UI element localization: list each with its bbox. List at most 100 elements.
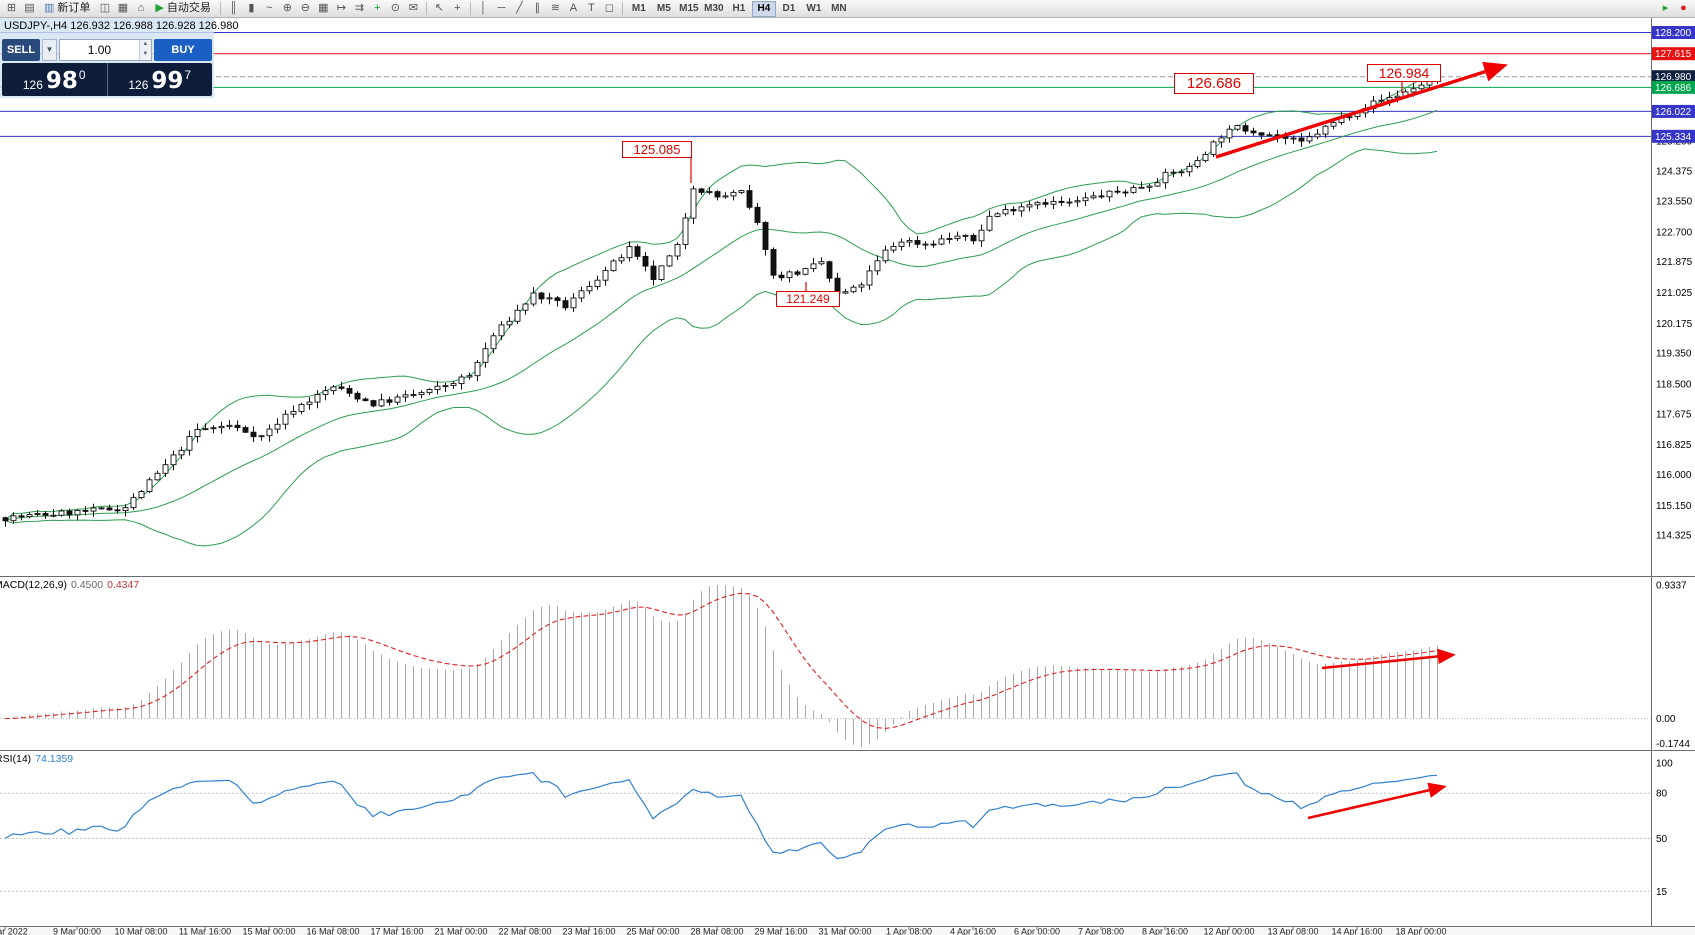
new-order-button[interactable]: ▥ 新订单 <box>39 1 95 16</box>
crosshair-icon[interactable]: + <box>454 2 461 14</box>
bollinger-upper-band <box>4 69 1438 522</box>
candles-mode-icon[interactable]: ▮ <box>248 2 255 14</box>
label-icon[interactable]: T <box>588 2 595 14</box>
bars-mode-icon[interactable]: ║ <box>229 2 238 14</box>
timeframe-m5-button[interactable]: M5 <box>656 2 671 14</box>
timeframe-mn-button[interactable]: MN <box>831 2 847 14</box>
price-annotation-126.984[interactable]: 126.984 <box>1367 64 1441 82</box>
trend-arrow-2[interactable] <box>1321 648 1456 670</box>
rsi-label: RSI(14)74.1359 <box>0 753 73 765</box>
navigator-icon[interactable]: ⌂ <box>137 2 145 14</box>
sell-price[interactable]: 126 98 0 <box>2 63 108 96</box>
fibonacci-icon[interactable]: ≋ <box>550 2 560 14</box>
trend-arrow-3[interactable] <box>1307 782 1447 820</box>
periods-icon[interactable]: ⊙ <box>390 2 400 14</box>
timeframe-h4-button[interactable]: H4 <box>751 0 776 17</box>
new-chart-icon[interactable]: ⊞ <box>6 2 17 14</box>
price-label-bg <box>1652 104 1695 118</box>
macd-value-signal: 0.4347 <box>107 579 140 591</box>
price-tick-label: 117.675 <box>1656 409 1692 420</box>
notification-icon[interactable]: ● <box>1680 2 1687 14</box>
volume-down-button[interactable]: ▼ <box>139 50 151 60</box>
time-label: 29 Mar 16:00 <box>754 927 807 935</box>
channel-icon[interactable]: ∥ <box>534 2 541 14</box>
bollinger-middle-band <box>4 109 1438 522</box>
price-tick-label: 124.375 <box>1656 167 1693 178</box>
timeframe-d1-button[interactable]: D1 <box>782 2 796 14</box>
price-annotation-125.085[interactable]: 125.085 <box>622 141 692 158</box>
macd-scale-tick: 0.9337 <box>1656 581 1687 592</box>
price-tick-label: 120.175 <box>1656 319 1693 330</box>
toolbar: ⊞ ▤ ▥ 新订单 ◫ ▦ ⌂ ▶ 自动交易 ║ ▮ ~ ⊕ ⊖ ▦ ↦ ⇉ + ⊙ ✉ ↖ + │ ─ ╱ ∥ ≋ A T ◻ M1 M5 M… <box>0 0 1695 18</box>
indicators-icon[interactable]: + <box>374 2 381 14</box>
buy-button[interactable]: BUY <box>154 39 212 61</box>
zoom-in-icon[interactable]: ⊕ <box>282 2 292 14</box>
scroll-end-icon[interactable]: ▸ <box>1662 2 1669 14</box>
timeframe-m30-button[interactable]: M30 <box>704 2 724 14</box>
timeframe-m1-button[interactable]: M1 <box>631 2 646 14</box>
time-label: 8 Apr 16:00 <box>1142 927 1188 935</box>
price-tick-label: 115.150 <box>1656 501 1692 512</box>
sell-button[interactable]: SELL <box>2 39 40 61</box>
macd-histogram <box>13 585 1438 748</box>
buy-price-main: 99 <box>151 68 184 94</box>
volume-input[interactable] <box>60 40 139 60</box>
line-mode-icon[interactable]: ~ <box>266 2 273 14</box>
tile-windows-icon[interactable]: ▦ <box>318 2 329 14</box>
chart-shift-icon[interactable]: ⇉ <box>354 2 364 14</box>
rsi-value: 74.1359 <box>35 753 74 765</box>
price-label-bg <box>1652 129 1695 143</box>
time-label: 9 Mar 2022 <box>0 927 28 935</box>
time-label: 18 Apr 00:00 <box>1395 927 1446 935</box>
profiles-icon[interactable]: ▤ <box>24 2 35 14</box>
zoom-out-icon[interactable]: ⊖ <box>300 2 310 14</box>
time-label: 25 Mar 00:00 <box>626 927 679 935</box>
horizontal-line-icon[interactable]: ─ <box>497 2 506 14</box>
autotrading-button[interactable]: ▶ 自动交易 <box>150 1 215 16</box>
data-window-icon[interactable]: ▦ <box>117 2 129 14</box>
macd-label: MACD(12,26,9) 0.4500 0.4347 <box>0 579 139 591</box>
macd-value-main: 0.4500 <box>70 579 104 591</box>
time-label: 21 Mar 00:00 <box>434 927 487 935</box>
price-axis[interactable]: 125.200124.375123.550122.700121.875121.0… <box>1652 25 1695 898</box>
time-label: 22 Mar 08:00 <box>498 927 551 935</box>
time-label: 17 Mar 16:00 <box>370 927 423 935</box>
buy-price[interactable]: 126 99 7 <box>108 63 213 96</box>
time-label: 23 Mar 16:00 <box>562 927 615 935</box>
macd-name: MACD(12,26,9) <box>0 579 67 591</box>
time-axis[interactable]: 9 Mar 2022 9 Mar 00:00 10 Mar 08:00 11 Mar … <box>0 926 1447 935</box>
timeframe-h1-button[interactable]: H1 <box>732 2 746 14</box>
text-icon[interactable]: A <box>569 2 578 14</box>
trendline-icon[interactable]: ╱ <box>516 2 523 14</box>
price-label-bg <box>1652 70 1695 84</box>
price-label-bg <box>1652 47 1695 61</box>
trend-arrow-1[interactable] <box>1215 61 1508 159</box>
one-click-trading-panel: SELL ▼ ▲ ▼ BUY 126 98 0 126 99 7 <box>2 39 212 96</box>
time-label: 13 Apr 08:00 <box>1267 927 1318 935</box>
price-label: 127.615 <box>1655 49 1692 60</box>
chart-title: USDJPY-,H4 126.932 126.988 126.928 126.9… <box>4 20 239 32</box>
cursor-icon[interactable]: ↖ <box>434 2 444 14</box>
price-label: 125.334 <box>1655 132 1692 143</box>
auto-scroll-icon[interactable]: ↦ <box>336 2 346 14</box>
timeframe-m15-button[interactable]: M15 <box>679 2 699 14</box>
autotrading-button-label: 自动交易 <box>166 2 211 14</box>
rsi-scale-tick: 80 <box>1656 789 1668 800</box>
price-annotation-126.686[interactable]: 126.686 <box>1174 73 1254 94</box>
templates-icon[interactable]: ✉ <box>408 2 418 14</box>
price-tick-label: 116.825 <box>1656 440 1692 451</box>
price-annotation-121.249[interactable]: 121.249 <box>776 291 840 307</box>
sell-price-main: 98 <box>45 68 78 94</box>
shapes-icon[interactable]: ◻ <box>604 2 614 14</box>
rsi-scale-tick: 100 <box>1656 759 1673 770</box>
volume-up-button[interactable]: ▲ <box>139 40 151 50</box>
volume-dropdown-icon[interactable]: ▼ <box>42 39 57 61</box>
time-label: 1 Apr 08:00 <box>886 927 932 935</box>
time-label: 4 Apr 16:00 <box>950 927 996 935</box>
price-tick-label: 119.350 <box>1656 349 1692 360</box>
market-watch-icon[interactable]: ◫ <box>99 2 111 14</box>
new-order-button-label: 新订单 <box>57 2 91 14</box>
vertical-line-icon[interactable]: │ <box>479 2 487 14</box>
timeframe-w1-button[interactable]: W1 <box>806 2 822 14</box>
